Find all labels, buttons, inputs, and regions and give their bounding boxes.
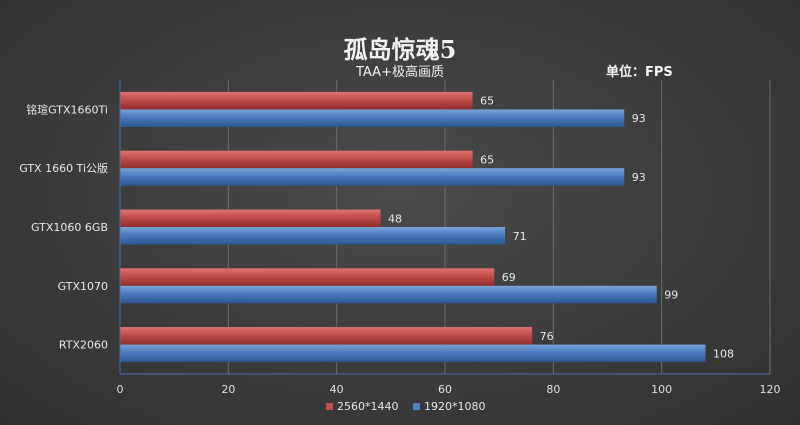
bar-series1 [120, 91, 473, 110]
bar-series1 [120, 268, 495, 286]
bar-series2 [120, 109, 625, 127]
category-label: GTX 1660 Ti公版 [19, 161, 108, 175]
data-label: 71 [513, 230, 527, 243]
legend-swatch [326, 403, 333, 410]
category-label: GTX1070 [58, 280, 108, 293]
data-label: 93 [632, 112, 646, 125]
x-tick-label: 0 [117, 383, 124, 396]
category-label: RTX2060 [59, 339, 108, 352]
legend-label: 2560*1440 [337, 400, 399, 413]
x-tick-label: 80 [546, 383, 560, 396]
data-label: 108 [713, 347, 734, 360]
bar-series1 [120, 150, 473, 169]
data-label: 48 [388, 212, 402, 225]
category-label: 铭瑄GTX1660Ti [26, 102, 108, 116]
x-tick-label: 20 [221, 383, 235, 396]
chart-subtitle: TAA+极高画质 [356, 65, 444, 80]
legend-swatch [413, 403, 420, 410]
data-label: 65 [480, 153, 494, 166]
x-tick-label: 100 [651, 383, 672, 396]
x-tick-label: 60 [438, 383, 452, 396]
legend-label: 1920*1080 [424, 400, 486, 413]
data-label: 69 [502, 271, 516, 284]
category-label: GTX1060 6GB [31, 221, 108, 234]
bar-series2 [120, 285, 657, 304]
bar-series2 [120, 168, 625, 186]
chart-title: 孤岛惊魂5 [343, 35, 457, 64]
bar-series2 [120, 344, 706, 363]
bar-series2 [120, 227, 506, 245]
data-label: 93 [632, 171, 646, 184]
bar-series1 [120, 327, 533, 345]
unit-label: 单位：FPS [606, 65, 673, 80]
data-label: 99 [664, 289, 678, 302]
x-tick-label: 40 [330, 383, 344, 396]
bar-series1 [120, 209, 381, 227]
data-label: 65 [480, 95, 494, 108]
x-tick-label: 120 [760, 383, 781, 396]
data-label: 76 [540, 330, 554, 343]
